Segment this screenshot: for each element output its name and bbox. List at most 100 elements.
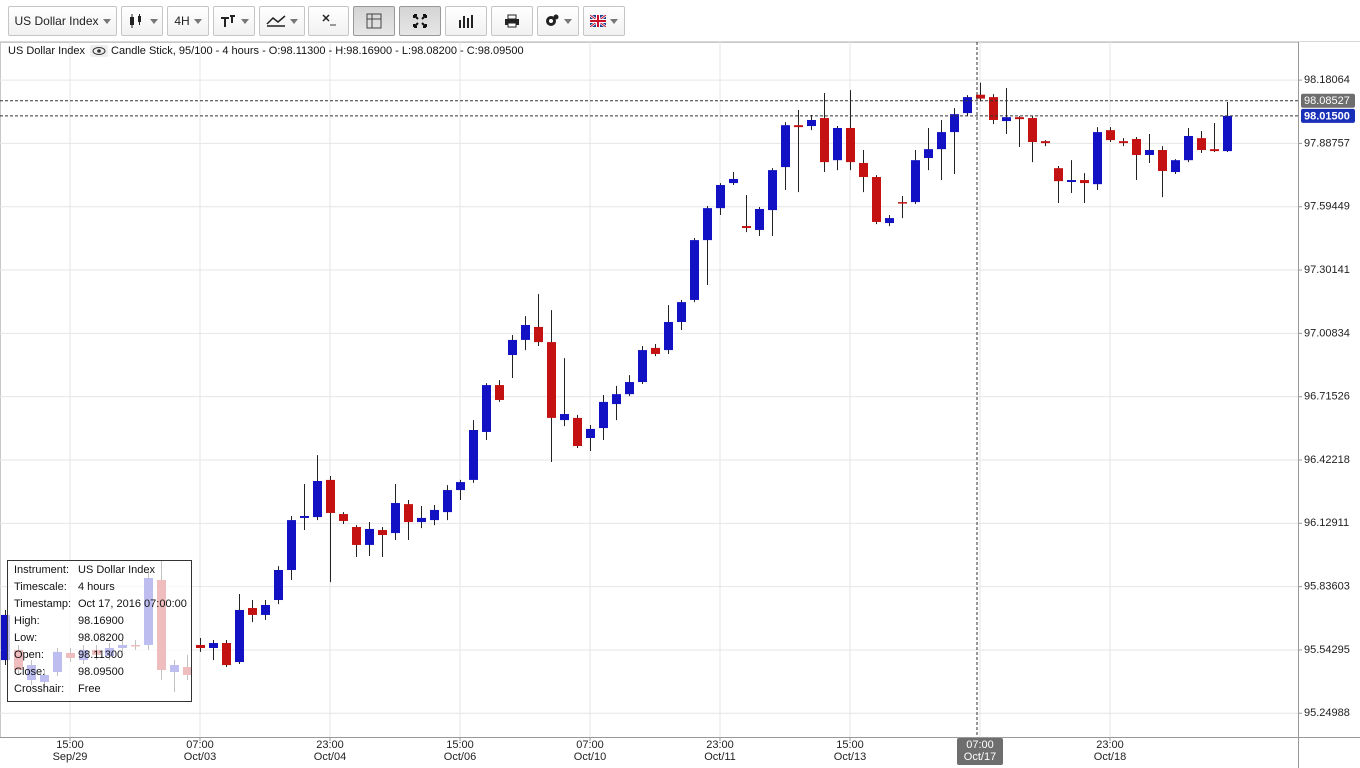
- volume-button[interactable]: [445, 6, 487, 36]
- language-button[interactable]: [583, 6, 625, 36]
- print-icon: [505, 14, 519, 28]
- x-tick-label: 15:00 Sep/29: [52, 739, 88, 763]
- candle-body: [209, 643, 218, 648]
- grid-toggle-button[interactable]: [353, 6, 395, 36]
- candle-body: [677, 302, 686, 322]
- candle-body: [534, 326, 543, 343]
- candle-body: [703, 208, 712, 241]
- drawing-icon: [266, 15, 286, 27]
- info-label: High:: [14, 615, 40, 627]
- candle-body: [794, 125, 803, 128]
- candle-body: [612, 394, 621, 405]
- timeframe-dropdown[interactable]: 4H: [167, 6, 209, 36]
- candle-body: [339, 514, 348, 521]
- header-instrument: US Dollar Index: [8, 45, 86, 57]
- candle-body: [508, 339, 517, 356]
- x-tick-label: 23:00 Oct/18: [1093, 739, 1127, 763]
- last-price-box: [1301, 108, 1355, 123]
- candle-body: [768, 170, 777, 211]
- info-box: Instrument: US Dollar Index Timescale: 4 ho…: [7, 560, 192, 702]
- remove-icon: [321, 14, 336, 26]
- candle-body: [729, 178, 738, 184]
- candle-body: [1106, 130, 1115, 141]
- candle-body: [716, 185, 725, 209]
- candle-body: [1119, 141, 1128, 144]
- info-value: 98.11300: [78, 649, 124, 661]
- info-value: 98.16900: [78, 615, 124, 627]
- candle-body: [1041, 141, 1050, 144]
- candle-body: [1080, 180, 1089, 184]
- candle-body: [872, 177, 881, 222]
- candle-body: [1210, 149, 1219, 152]
- candle-body: [911, 160, 920, 203]
- y-tick-label: 97.88757: [1304, 137, 1350, 149]
- candle-body: [573, 417, 582, 446]
- candle-body: [690, 240, 699, 300]
- candle-body: [989, 97, 998, 120]
- uk-flag-icon: [590, 15, 606, 27]
- candle-body: [313, 480, 322, 518]
- info-label: Timescale:: [14, 581, 67, 593]
- x-tick-label: 07:00 Oct/10: [573, 739, 607, 763]
- candle-body: [859, 162, 868, 178]
- candle-icon: [130, 14, 141, 28]
- chart-type-button[interactable]: [121, 6, 163, 36]
- candle-body: [1028, 118, 1037, 143]
- candle-body: [807, 119, 816, 127]
- x-tick-label: 15:00 Oct/13: [833, 739, 867, 763]
- candle-body: [820, 118, 829, 163]
- candle-body: [196, 644, 205, 648]
- candle-body: [924, 149, 933, 159]
- candle-body: [898, 202, 907, 204]
- y-tick-label: 97.00834: [1304, 327, 1350, 339]
- candle-body: [404, 504, 413, 523]
- print-button[interactable]: [491, 6, 533, 36]
- candle-body: [443, 490, 452, 513]
- candle-body: [1093, 132, 1102, 185]
- candle-body: [248, 608, 257, 615]
- timeframe-label: 4H: [174, 14, 190, 28]
- info-label: Low:: [14, 632, 38, 644]
- grid: [0, 42, 1298, 737]
- candle-body: [365, 528, 374, 545]
- fullscreen-button[interactable]: [399, 6, 441, 36]
- instrument-label: US Dollar Index: [14, 14, 99, 28]
- header-details: Candle Stick, 95/100 - 4 hours - O:98.11…: [111, 45, 524, 57]
- info-value: Free: [78, 683, 101, 695]
- remove-all-button[interactable]: [308, 6, 349, 36]
- candle-body: [963, 97, 972, 114]
- info-label: Crosshair:: [14, 683, 65, 695]
- plot-frame: [0, 42, 1299, 738]
- instrument-dropdown[interactable]: US Dollar Index: [8, 6, 117, 36]
- indicator-button[interactable]: [213, 6, 255, 36]
- info-label: Open:: [14, 649, 44, 661]
- drawing-button[interactable]: [259, 6, 305, 36]
- settings-icon: [546, 14, 559, 26]
- y-tick-label: 97.59449: [1304, 201, 1350, 213]
- candle-body: [482, 385, 491, 432]
- candle-body: [885, 218, 894, 224]
- x-tick-label: 07:00 Oct/17: [957, 738, 1003, 765]
- y-tick-label: 97.30141: [1304, 264, 1350, 276]
- info-label: Close:: [14, 666, 46, 678]
- candle-body: [625, 382, 634, 395]
- y-tick-label: 96.42218: [1304, 454, 1350, 466]
- y-tick-label: 96.12911: [1304, 517, 1349, 529]
- info-value: US Dollar Index: [78, 564, 156, 576]
- x-tick-label: 15:00 Oct/06: [443, 739, 477, 763]
- candle-body: [1015, 117, 1024, 120]
- candle-body: [586, 428, 595, 439]
- candle-body: [456, 482, 465, 491]
- candle-body: [833, 127, 842, 161]
- info-label: Instrument:: [14, 564, 70, 576]
- settings-button[interactable]: [537, 6, 579, 36]
- candle-body: [950, 114, 959, 133]
- candle-body: [638, 350, 647, 383]
- visibility-icon[interactable]: [90, 45, 109, 57]
- candle-body: [547, 342, 556, 418]
- grid-icon: [366, 13, 382, 29]
- info-value: Oct 17, 2016 07:00:00: [78, 598, 187, 610]
- candle-body: [430, 509, 439, 521]
